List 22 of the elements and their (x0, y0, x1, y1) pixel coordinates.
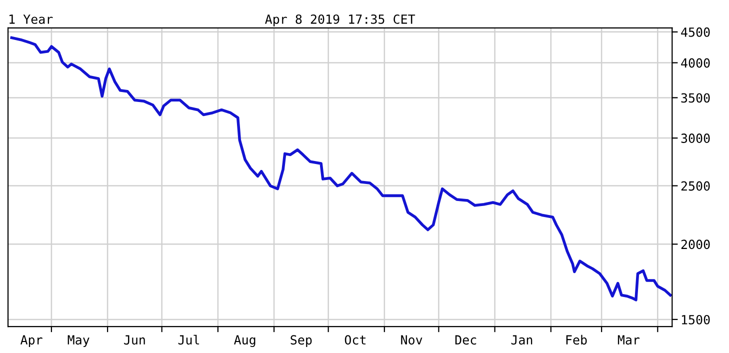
x-tick-label: Jun (124, 335, 145, 345)
x-tick-label: Aug (234, 335, 256, 348)
x-tick-label: Oct (344, 335, 366, 345)
x-tick-label: Sep (290, 335, 312, 348)
x-tick-label: Jul (178, 334, 200, 345)
x-tick-label: Dec (455, 335, 476, 345)
y-tick-label: 2000 (681, 240, 710, 250)
chart-title: 1 Year (10, 14, 53, 24)
y-tick-label: 3000 (681, 134, 710, 144)
x-tick-label: May (68, 335, 90, 348)
chart-subtitle: Apr 8 2019 17:35 CET (265, 14, 416, 26)
x-tick-label: Mar (618, 335, 640, 345)
y-tick-label: 3500 (681, 93, 710, 103)
y-tick-label: 2500 (681, 181, 710, 191)
x-tick-label: Nov (401, 335, 422, 345)
line-series (10, 36, 672, 302)
x-tick-label: Feb (566, 334, 587, 345)
y-tick-label: 4000 (681, 58, 710, 68)
y-tick-label: 4500 (681, 27, 710, 37)
x-tick-label: Jan (511, 335, 532, 345)
y-tick-label: 1500 (682, 314, 710, 324)
x-tick-label: Apr (20, 335, 42, 348)
